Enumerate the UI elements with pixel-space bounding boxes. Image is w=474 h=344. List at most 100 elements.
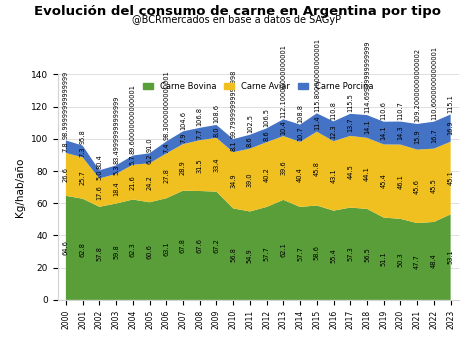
- Text: 48.4: 48.4: [431, 254, 437, 268]
- Text: 106.5: 106.5: [264, 108, 270, 127]
- Text: 14.1: 14.1: [381, 126, 387, 140]
- Text: 24.2: 24.2: [146, 175, 153, 190]
- Text: 34.9: 34.9: [230, 173, 236, 187]
- Text: 115.80000000000001: 115.80000000000001: [314, 38, 320, 112]
- Text: 80.4: 80.4: [96, 154, 102, 169]
- Text: 60.6: 60.6: [146, 244, 153, 259]
- Text: 45.5: 45.5: [431, 178, 437, 193]
- Text: 7.7: 7.7: [197, 129, 203, 139]
- Text: 53.1: 53.1: [447, 250, 454, 265]
- Text: 7.9: 7.9: [180, 132, 186, 143]
- Text: 45.4: 45.4: [381, 174, 387, 189]
- Text: 43.1: 43.1: [330, 169, 337, 183]
- Text: 63.1: 63.1: [163, 242, 169, 256]
- Text: 62.1: 62.1: [280, 243, 286, 257]
- Text: 102.5: 102.5: [247, 114, 253, 133]
- Text: 5.7: 5.7: [130, 155, 136, 165]
- Text: 28.9: 28.9: [180, 160, 186, 175]
- Text: 50.3: 50.3: [398, 252, 403, 267]
- Text: 64.6: 64.6: [63, 240, 69, 255]
- Text: 110.8: 110.8: [330, 101, 337, 120]
- Text: @BCRmercados en base a datos de SAGyP: @BCRmercados en base a datos de SAGyP: [132, 15, 342, 25]
- Text: 67.6: 67.6: [197, 238, 203, 253]
- Text: 40.2: 40.2: [264, 167, 270, 182]
- Text: 21.6: 21.6: [130, 175, 136, 190]
- Text: 56.8: 56.8: [230, 247, 236, 261]
- Text: 89.60000000000001: 89.60000000000001: [130, 84, 136, 154]
- Text: 39.6: 39.6: [280, 161, 286, 175]
- Text: 8.1: 8.1: [230, 140, 236, 151]
- Text: 39.0: 39.0: [247, 173, 253, 187]
- Text: 108.6: 108.6: [213, 104, 219, 123]
- Text: 57.7: 57.7: [297, 246, 303, 261]
- Text: 16.7: 16.7: [431, 128, 437, 142]
- Text: 14.1: 14.1: [364, 119, 370, 134]
- Text: 12.3: 12.3: [330, 124, 337, 139]
- Text: 110.7: 110.7: [398, 101, 403, 120]
- Text: 11.4: 11.4: [314, 115, 320, 130]
- Text: 10.4: 10.4: [280, 120, 286, 135]
- Text: 114.69999999999999: 114.69999999999999: [364, 41, 370, 114]
- Text: 45.1: 45.1: [447, 171, 454, 185]
- Text: 7.8: 7.8: [63, 141, 69, 152]
- Text: 16.9: 16.9: [447, 121, 454, 136]
- Text: 112.10000000000001: 112.10000000000001: [280, 44, 286, 118]
- Text: 98.99999999999999: 98.99999999999999: [63, 71, 69, 139]
- Text: 26.6: 26.6: [63, 167, 69, 182]
- Text: 7.4: 7.4: [163, 142, 169, 153]
- Text: 56.5: 56.5: [364, 247, 370, 262]
- Text: 17.6: 17.6: [96, 185, 102, 200]
- Text: 55.4: 55.4: [330, 248, 337, 263]
- Text: 99.79999999999998: 99.79999999999998: [230, 69, 236, 138]
- Text: 46.1: 46.1: [398, 174, 403, 189]
- Text: 67.2: 67.2: [213, 238, 219, 253]
- Text: 18.4: 18.4: [113, 181, 119, 196]
- Text: 14.3: 14.3: [398, 126, 403, 140]
- Text: 57.8: 57.8: [96, 246, 102, 261]
- Text: 83.49999999999999: 83.49999999999999: [113, 95, 119, 164]
- Text: 5.3: 5.3: [113, 164, 119, 175]
- Text: 57.3: 57.3: [347, 246, 353, 261]
- Text: 47.7: 47.7: [414, 254, 420, 269]
- Text: 27.8: 27.8: [163, 169, 169, 183]
- Legend: Carne Bovina, Carne Aviar, Carne Porcina: Carne Bovina, Carne Aviar, Carne Porcina: [140, 78, 377, 94]
- Text: 54.9: 54.9: [247, 248, 253, 263]
- Text: 13.7: 13.7: [347, 118, 353, 132]
- Text: 40.4: 40.4: [297, 167, 303, 182]
- Text: 108.8: 108.8: [297, 104, 303, 123]
- Text: 62.3: 62.3: [130, 242, 136, 257]
- Text: 58.6: 58.6: [314, 245, 320, 260]
- Y-axis label: Kg/hab/año: Kg/hab/año: [15, 158, 25, 217]
- Text: 98.30000000000001: 98.30000000000001: [163, 70, 169, 140]
- Text: 31.5: 31.5: [197, 158, 203, 173]
- Text: 115.5: 115.5: [347, 93, 353, 112]
- Text: Evolución del consumo de carne en Argentina por tipo: Evolución del consumo de carne en Argent…: [34, 5, 440, 18]
- Text: 51.1: 51.1: [381, 251, 387, 266]
- Text: 59.8: 59.8: [113, 244, 119, 259]
- Text: 57.7: 57.7: [264, 246, 270, 261]
- Text: 110.60000000000001: 110.60000000000001: [431, 46, 437, 120]
- Text: 6.2: 6.2: [146, 153, 153, 164]
- Text: 7.3: 7.3: [80, 146, 86, 157]
- Text: 15.9: 15.9: [414, 129, 420, 144]
- Text: 44.5: 44.5: [347, 164, 353, 179]
- Text: 45.6: 45.6: [414, 179, 420, 194]
- Text: 8.0: 8.0: [213, 126, 219, 137]
- Text: 5.0: 5.0: [96, 169, 102, 180]
- Text: 95.8: 95.8: [80, 129, 86, 144]
- Text: 8.6: 8.6: [264, 130, 270, 141]
- Text: 25.7: 25.7: [80, 171, 86, 185]
- Text: 62.8: 62.8: [80, 242, 86, 257]
- Text: 115.1: 115.1: [447, 94, 454, 113]
- Text: 109.20000000000002: 109.20000000000002: [414, 48, 420, 122]
- Text: 44.1: 44.1: [364, 166, 370, 181]
- Text: 106.8: 106.8: [197, 107, 203, 126]
- Text: 110.6: 110.6: [381, 101, 387, 120]
- Text: 45.8: 45.8: [314, 161, 320, 176]
- Text: 91.0: 91.0: [146, 137, 153, 152]
- Text: 8.6: 8.6: [247, 136, 253, 147]
- Text: 10.7: 10.7: [297, 126, 303, 141]
- Text: 104.6: 104.6: [180, 111, 186, 130]
- Text: 67.8: 67.8: [180, 238, 186, 253]
- Text: 33.4: 33.4: [213, 158, 219, 172]
